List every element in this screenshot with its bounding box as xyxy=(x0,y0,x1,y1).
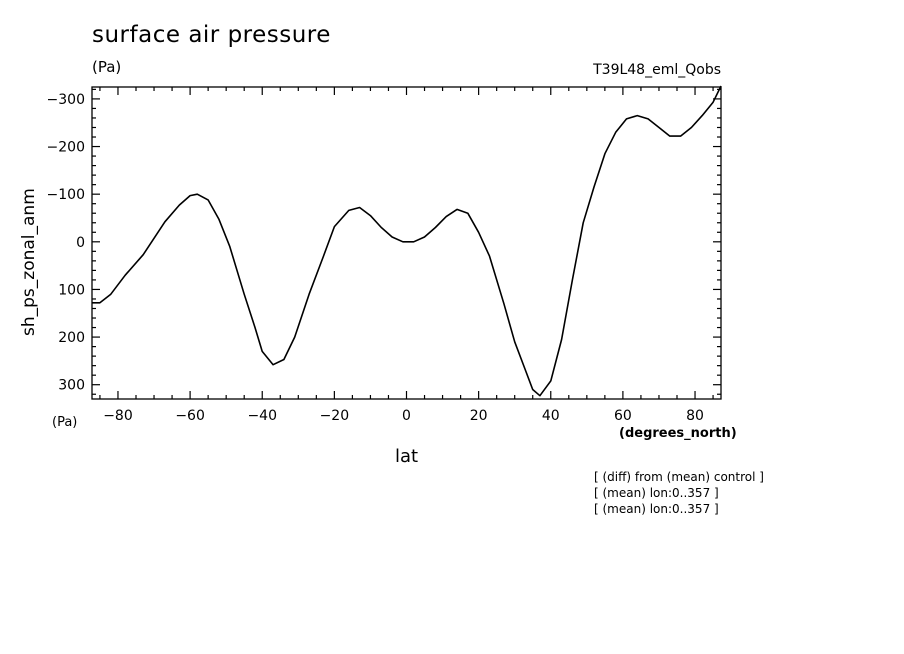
y-tick-label: 100 xyxy=(58,282,85,298)
x-tick-label: 80 xyxy=(686,408,704,424)
y-tick-label: −200 xyxy=(47,140,85,156)
y-units-label-bottom: (Pa) xyxy=(52,415,78,430)
x-tick-label: 40 xyxy=(542,408,560,424)
note-line: [ (mean) lon:0..357 ] xyxy=(594,502,719,516)
series-line xyxy=(92,85,722,397)
y-axis-ticks: −300 −200 −100 0 100 200 300 xyxy=(47,88,721,395)
x-axis-label: lat xyxy=(395,446,419,467)
x-tick-label: −80 xyxy=(103,408,133,424)
y-tick-label: −100 xyxy=(47,187,85,203)
x-tick-label: −60 xyxy=(175,408,205,424)
note-line: [ (mean) lon:0..357 ] xyxy=(594,486,719,500)
plot-frame xyxy=(91,86,722,400)
x-tick-label: −40 xyxy=(247,408,277,424)
y-tick-label: 300 xyxy=(58,378,85,394)
x-tick-label: 20 xyxy=(470,408,488,424)
x-tick-label: −20 xyxy=(320,408,350,424)
operation-notes: [ (diff) from (mean) control ] [ (mean) … xyxy=(594,469,764,517)
note-line: [ (diff) from (mean) control ] xyxy=(594,470,764,484)
x-tick-label: 0 xyxy=(402,408,411,424)
x-axis-ticks: −80 −60 −40 −20 0 20 40 60 80 xyxy=(99,87,714,424)
y-tick-label: −300 xyxy=(47,92,85,108)
y-units-label-top: (Pa) xyxy=(92,58,122,76)
run-name-label: T39L48_eml_Qobs xyxy=(593,62,721,78)
y-tick-label: 200 xyxy=(58,330,85,346)
y-tick-label: 0 xyxy=(76,235,85,251)
chart-title: surface air pressure xyxy=(92,22,331,48)
x-tick-label: 60 xyxy=(614,408,632,424)
x-axis-units: (degrees_north) xyxy=(619,426,737,441)
